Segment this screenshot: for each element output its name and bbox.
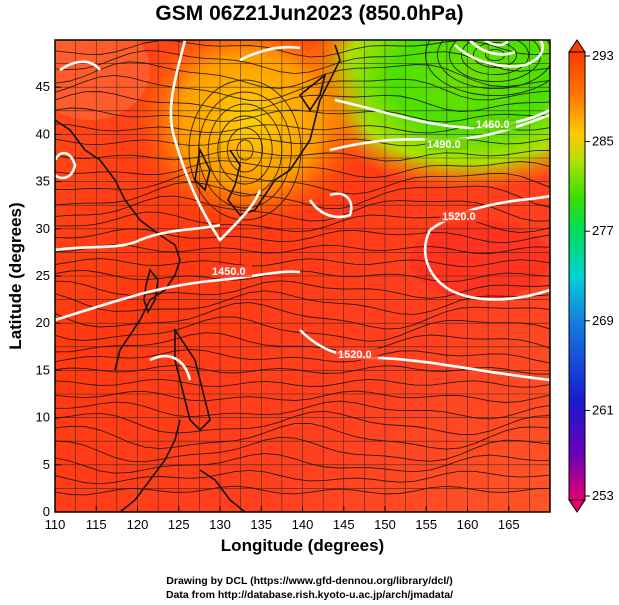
streamline-swirl: [460, 40, 530, 76]
colorbar-tick-label: 269: [592, 313, 614, 328]
x-tick-label: 110: [45, 517, 66, 532]
x-tick-label: 130: [209, 517, 231, 532]
streamline: [55, 74, 550, 102]
streamline-swirl: [424, 40, 550, 97]
streamline: [55, 348, 550, 364]
y-tick-label: 20: [36, 315, 50, 330]
x-tick-label: 115: [86, 517, 107, 532]
y-tick-label: 0: [43, 504, 50, 519]
cool-air-region: [130, 40, 370, 230]
streamline: [55, 410, 550, 435]
y-tick-label: 40: [36, 126, 50, 141]
streamline: [55, 280, 550, 299]
streamline: [55, 107, 550, 123]
colorbar-tick-label: 293: [592, 48, 614, 63]
streamline-swirl: [236, 139, 254, 161]
colorbar-bottom-arrow: [568, 499, 586, 513]
streamline-swirl: [226, 127, 264, 173]
y-tick-label: 5: [43, 457, 50, 472]
x-tick-label: 165: [498, 517, 520, 532]
contour-label-5: 1520.0: [442, 211, 476, 223]
x-tick-label: 120: [127, 517, 149, 532]
streamline: [55, 149, 550, 162]
x-tick-label: 160: [457, 517, 479, 532]
streamline: [55, 160, 550, 179]
x-tick-label: 145: [333, 517, 355, 532]
y-tick-label: 10: [36, 410, 50, 425]
streamline: [55, 181, 550, 210]
streamline: [55, 290, 550, 315]
streamline-swirl: [472, 41, 518, 69]
streamline: [55, 400, 550, 420]
x-tick-label: 125: [168, 517, 190, 532]
streamline: [55, 258, 550, 267]
streamline: [55, 50, 550, 75]
streamline-swirl: [207, 103, 283, 197]
colorbar: 293 285 277 269 261 253: [568, 39, 614, 513]
y-tick-label: 45: [36, 79, 50, 94]
streamline: [55, 469, 550, 485]
x-tick-label: 150: [374, 517, 396, 532]
x-axis-label: Longitude (degrees): [220, 536, 385, 555]
streamline-swirl: [436, 40, 550, 90]
contour-label-3: 1460.0: [476, 119, 510, 131]
streamline: [55, 302, 550, 330]
y-axis-label: Latitude (degrees): [6, 202, 25, 350]
map-title: GSM 06Z21Jun2023 (850.0hPa): [155, 2, 464, 25]
streamline: [55, 378, 550, 388]
colorbar-tick-label: 277: [592, 223, 614, 238]
y-tick-label: 35: [36, 174, 50, 189]
colorbar-ticks: 293 285 277 269 261 253: [585, 48, 614, 503]
y-axis-ticks: 0 5 10 15 20 25 30 35 40 45: [36, 79, 61, 519]
streamline: [55, 453, 550, 474]
x-tick-label: 135: [250, 517, 272, 532]
y-tick-label: 25: [36, 268, 50, 283]
streamline-swirl: [188, 79, 302, 221]
x-tick-label: 155: [415, 517, 437, 532]
streamline-swirl: [217, 115, 273, 185]
streamline: [55, 316, 550, 342]
warm-patch: [55, 40, 150, 120]
streamline: [55, 332, 550, 353]
y-tick-label: 15: [36, 362, 50, 377]
credit-drawing: Drawing by DCL (https://www.gfd-dennou.o…: [166, 575, 453, 587]
y-tick-label: 30: [36, 221, 50, 236]
streamline: [55, 422, 550, 450]
streamline: [55, 390, 550, 403]
colorbar-tick-label: 285: [592, 134, 614, 149]
colorbar-bar: [568, 51, 586, 501]
x-tick-label: 140: [292, 517, 314, 532]
streamline: [55, 485, 550, 496]
wind-streamlines: [55, 40, 550, 496]
contour-label-1: 1450.0: [212, 266, 246, 278]
colorbar-tick-label: 261: [592, 402, 614, 417]
streamline-swirl: [198, 91, 292, 209]
contour-label-4: 1490.0: [427, 139, 461, 151]
streamline: [55, 61, 550, 89]
streamline: [55, 436, 550, 463]
contour-labels: 1450.0 1520.0 1460.0 1490.0 1520.0: [210, 118, 516, 361]
streamline: [55, 91, 550, 112]
x-axis-ticks: 110 115 120 125 130 135 140 145 150 155 160 165: [45, 506, 520, 532]
colorbar-tick-label: 253: [592, 488, 614, 503]
hot-patch: [410, 220, 550, 300]
streamline: [55, 195, 550, 222]
plot-area: 1450.0 1520.0 1460.0 1490.0 1520.0: [55, 40, 550, 512]
colorbar-top-arrow: [568, 39, 586, 53]
streamline: [55, 228, 550, 244]
contour-label-2: 1520.0: [338, 349, 372, 361]
credit-data: Data from http://database.rish.kyoto-u.a…: [165, 589, 454, 601]
